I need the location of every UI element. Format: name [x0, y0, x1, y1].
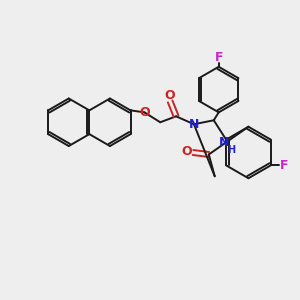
- Text: F: F: [214, 51, 223, 64]
- Text: F: F: [280, 159, 289, 172]
- Text: O: O: [139, 106, 150, 119]
- Text: O: O: [182, 145, 192, 158]
- Text: O: O: [165, 89, 175, 102]
- Text: H: H: [227, 145, 236, 154]
- Text: N: N: [189, 118, 199, 131]
- Text: N: N: [218, 136, 229, 149]
